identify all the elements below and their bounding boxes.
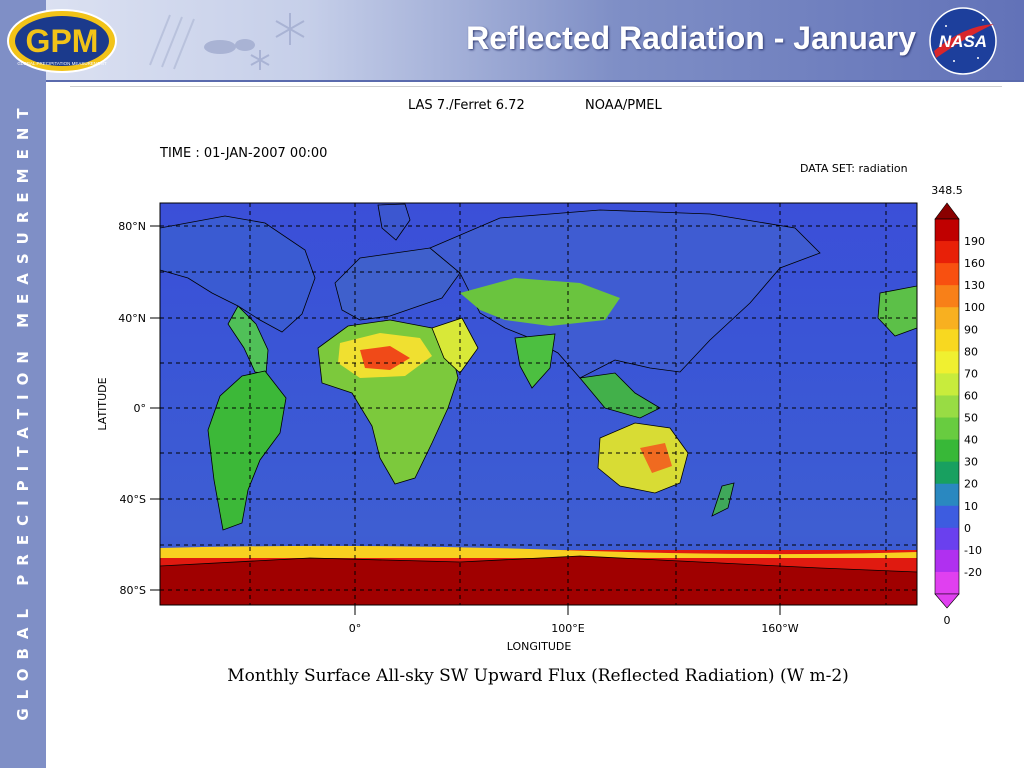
lat-tick-label: 40°S xyxy=(120,493,146,506)
colorbar-swatch xyxy=(935,417,959,441)
australia-core xyxy=(640,443,672,473)
colorbar-swatch xyxy=(935,285,959,308)
plot-header-left: LAS 7./Ferret 6.72 xyxy=(408,98,525,113)
south-america xyxy=(207,370,287,531)
colorbar-top-arrow xyxy=(934,202,960,220)
colorbar-level-label: 30 xyxy=(964,456,978,469)
colorbar-level-label: 100 xyxy=(964,301,985,314)
colorbar-swatch xyxy=(935,439,959,463)
nasa-logo: NASA xyxy=(929,7,997,75)
colorbar-swatch xyxy=(935,483,959,507)
colorbar-min-label: 0 xyxy=(944,614,951,627)
colorbar-max-label: 348.5 xyxy=(931,184,963,197)
content-top-rule xyxy=(70,86,1002,87)
colorbar-swatch xyxy=(935,527,959,551)
time-label: TIME : 01-JAN-2007 00:00 xyxy=(159,146,327,161)
arabia xyxy=(431,317,479,374)
colorbar-level-label: 130 xyxy=(964,279,985,292)
southern-ocean-ice-edge xyxy=(160,545,917,558)
lat-ticks xyxy=(150,225,160,591)
plot-caption: Monthly Surface All-sky SW Upward Flux (… xyxy=(227,666,849,686)
lat-tick-label: 80°S xyxy=(120,584,146,597)
gpm-logo-subtitle: GLOBAL PRECIPITATION MEASUREMENT xyxy=(17,61,106,66)
lon-tick-label: 160°W xyxy=(761,622,798,635)
slide-header xyxy=(0,0,1024,80)
lon-tick-label: 0° xyxy=(349,622,362,635)
central-asia-band xyxy=(460,278,620,326)
sidebar: GLOBAL PRECIPITATION MEASUREMENT xyxy=(0,0,46,768)
header-divider xyxy=(46,80,1024,82)
gpm-logo: GPM GLOBAL PRECIPITATION MEASUREMENT xyxy=(7,9,117,73)
colorbar-swatch xyxy=(935,505,959,529)
lon-ticks xyxy=(354,605,781,615)
colorbar-level-label: 40 xyxy=(964,434,978,447)
india xyxy=(514,333,556,389)
colorbar-level-label: 10 xyxy=(964,500,978,513)
sidebar-text: GLOBAL PRECIPITATION MEASUREMENT xyxy=(14,99,32,721)
page-title: Reflected Radiation - January xyxy=(466,20,916,56)
colorbar-swatch xyxy=(935,329,959,352)
colorbar-level-label: 0 xyxy=(964,522,971,535)
nasa-logo-text: NASA xyxy=(939,32,987,51)
lat-tick-label: 0° xyxy=(134,402,147,415)
lat-tick-label: 80°N xyxy=(118,220,146,233)
western-us xyxy=(877,285,917,337)
australia xyxy=(597,422,689,494)
y-axis-label: LATITUDE xyxy=(96,377,109,430)
north-america xyxy=(160,215,316,333)
colorbar-level-label: 90 xyxy=(964,323,978,336)
gpm-logo-text: GPM xyxy=(26,23,99,59)
lat-tick-label: 40°N xyxy=(118,312,146,325)
colorbar-bottom-arrow xyxy=(934,593,960,609)
map-panel xyxy=(159,202,918,606)
colorbar-swatch xyxy=(935,219,959,242)
colorbar-swatch xyxy=(935,373,959,396)
grid-lines xyxy=(160,203,917,605)
europe xyxy=(334,247,461,321)
dataset-label: DATA SET: radiation xyxy=(800,162,908,175)
colorbar-level-label: 190 xyxy=(964,235,985,248)
colorbar-level-label: -10 xyxy=(964,544,982,557)
colorbar-level-label: 20 xyxy=(964,478,978,491)
greenland xyxy=(377,203,411,241)
sahara-core xyxy=(360,346,410,370)
x-axis-label: LONGITUDE xyxy=(507,640,572,653)
weather-decoration xyxy=(149,13,305,70)
plot-header-right: NOAA/PMEL xyxy=(585,98,663,113)
map-frame xyxy=(159,202,918,606)
colorbar-level-label: 60 xyxy=(964,389,978,402)
colorbar-swatch xyxy=(935,549,959,573)
ferret-plot: LAS 7./Ferret 6.72 NOAA/PMEL TIME : 01-J… xyxy=(96,98,985,686)
colorbar-level-label: 70 xyxy=(964,367,978,380)
colorbar-level-label: 50 xyxy=(964,412,978,425)
colorbar-level-label: 160 xyxy=(964,257,985,270)
asia xyxy=(429,209,821,379)
antarctica xyxy=(160,555,917,605)
colorbar-swatch xyxy=(935,241,959,264)
colorbar-swatch xyxy=(935,307,959,330)
colorbar-swatch xyxy=(935,461,959,485)
colorbar-swatch xyxy=(935,351,959,374)
lon-tick-label: 100°E xyxy=(551,622,584,635)
colorbar-swatch xyxy=(935,571,959,595)
colorbar-level-label: -20 xyxy=(964,566,982,579)
colorbar-level-label: 80 xyxy=(964,345,978,358)
colorbar-swatch xyxy=(935,395,959,419)
colorbar: 348.5 1901601301009080706050403020100-10… xyxy=(931,184,985,627)
colorbar-swatch xyxy=(935,263,959,286)
